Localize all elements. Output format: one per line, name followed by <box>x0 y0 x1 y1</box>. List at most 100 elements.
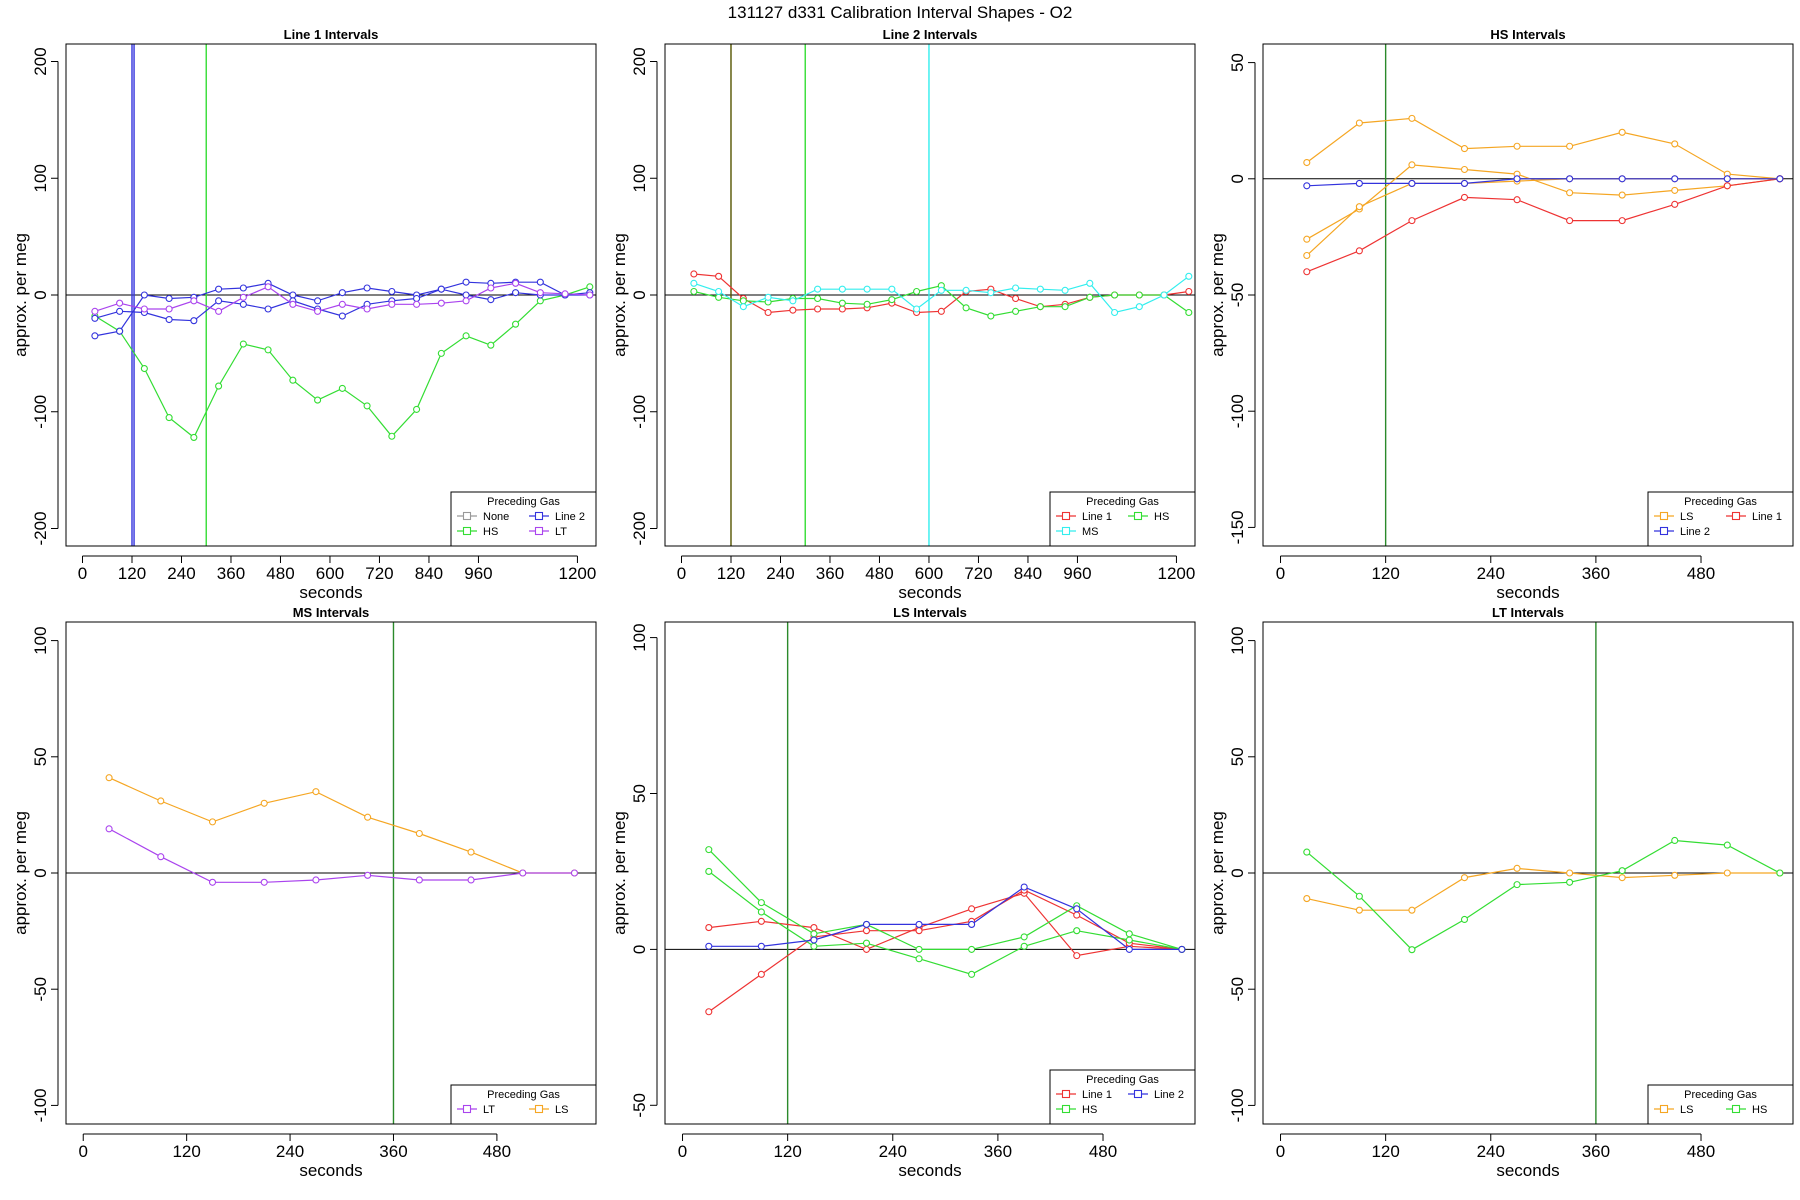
x-tick-label: 600 <box>316 564 344 583</box>
legend-swatch-marker <box>1061 1089 1071 1099</box>
data-point <box>561 290 569 298</box>
panel-title: LT Intervals <box>1492 605 1564 620</box>
x-axis: 0 120 240 360 480 seconds <box>1276 1133 1715 1180</box>
data-point <box>915 945 923 953</box>
series-line <box>1306 839 1781 951</box>
y-axis: -100 -50 0 50 100 approx. per meg <box>1208 626 1256 1122</box>
legend-swatch-marker <box>462 511 472 521</box>
data-point <box>987 312 995 320</box>
data-point <box>1111 308 1119 317</box>
data-point <box>140 291 148 299</box>
y-axis: -100 -50 0 50 100 approx. per meg <box>11 626 59 1122</box>
data-point <box>165 305 173 313</box>
legend-swatch-marker <box>462 526 472 536</box>
legend-swatch-marker <box>462 1104 472 1114</box>
legend-label: Line 1 <box>1082 1089 1112 1101</box>
legend-swatch-marker <box>1133 1089 1143 1099</box>
data-point <box>1723 869 1731 877</box>
data-point <box>690 270 698 278</box>
plot-frame <box>1262 43 1794 547</box>
legend-swatch-marker <box>534 1104 544 1114</box>
data-point <box>388 300 396 308</box>
y-tick-label: -200 <box>31 511 50 545</box>
x-axis-label: seconds <box>299 1161 362 1180</box>
x-tick-label: 120 <box>717 564 745 583</box>
data-point <box>338 312 346 320</box>
data-point <box>1618 128 1626 136</box>
data-point <box>215 307 223 315</box>
data-point <box>105 825 113 833</box>
x-tick-label: 0 <box>1276 564 1285 583</box>
x-tick-label: 240 <box>1477 1142 1505 1161</box>
data-point <box>1671 200 1679 208</box>
data-point <box>1566 189 1574 197</box>
x-tick-label: 0 <box>678 1142 687 1161</box>
series-line <box>108 828 575 883</box>
data-point <box>962 304 970 312</box>
data-point <box>810 942 818 950</box>
x-tick-label: 120 <box>118 564 146 583</box>
data-point <box>338 289 346 297</box>
y-tick-label: 50 <box>1228 747 1247 766</box>
y-tick-label: -100 <box>1228 1088 1247 1122</box>
data-point <box>105 774 113 782</box>
x-tick-label: 360 <box>379 1142 407 1161</box>
data-point <box>705 846 713 854</box>
data-point <box>814 294 822 303</box>
panel-title: HS Intervals <box>1490 27 1565 42</box>
y-axis-label: approx. per meg <box>1208 233 1227 357</box>
data-point <box>1618 217 1626 225</box>
x-tick-label: 840 <box>1014 564 1042 583</box>
data-point <box>462 291 470 299</box>
data-point <box>437 285 445 293</box>
data-point <box>968 905 976 913</box>
panel-p3: HS Intervals 0 120 240 360 480 seconds -150 -100… <box>1208 27 1794 602</box>
data-point <box>512 320 520 328</box>
x-tick-label: 240 <box>766 564 794 583</box>
data-point <box>1618 867 1626 875</box>
legend-box <box>1647 1084 1794 1125</box>
data-point <box>1355 247 1363 255</box>
data-point <box>1618 191 1626 199</box>
legend-label: Line 1 <box>1752 511 1782 523</box>
legend-box <box>1049 491 1196 547</box>
legend-swatch-marker <box>1659 511 1669 521</box>
y-axis: -200 -100 0 100 200 approx. per meg <box>11 47 59 546</box>
data-point <box>1513 864 1521 872</box>
data-point <box>437 349 445 357</box>
data-point <box>1408 179 1416 187</box>
data-point <box>814 285 822 293</box>
legend-swatch-marker <box>1659 526 1669 536</box>
y-axis-label: approx. per meg <box>610 811 629 935</box>
x-tick-label: 360 <box>217 564 245 583</box>
data-point <box>338 300 346 308</box>
data-point <box>888 296 896 304</box>
series-group <box>91 278 594 441</box>
y-axis: -200 -100 0 100 200 approx. per meg <box>610 47 658 546</box>
y-axis: -150 -100 -50 0 50 approx. per meg <box>1208 53 1256 544</box>
y-tick-label: 0 <box>1228 868 1247 877</box>
data-point <box>1671 175 1679 183</box>
data-point <box>1408 946 1416 954</box>
legend-label: HS <box>1154 511 1169 523</box>
plot-frame <box>664 621 1196 1125</box>
y-axis-label: approx. per meg <box>1208 811 1227 935</box>
data-point <box>862 939 871 947</box>
data-point <box>1303 268 1311 276</box>
data-point <box>764 293 772 301</box>
data-point <box>915 920 923 928</box>
y-tick-label: -50 <box>31 977 50 1002</box>
series-line <box>1306 178 1780 187</box>
data-point <box>838 305 846 313</box>
data-point <box>157 797 165 805</box>
x-tick-label: 480 <box>1089 1142 1117 1161</box>
data-point <box>1671 871 1679 879</box>
data-point <box>1086 293 1094 301</box>
legend-label: HS <box>1752 1104 1767 1116</box>
data-point <box>1513 175 1521 183</box>
plot-frame <box>1262 621 1794 1125</box>
legend-box <box>450 491 597 547</box>
data-point <box>239 340 247 348</box>
series-line <box>708 870 1183 975</box>
data-point <box>1125 930 1133 938</box>
